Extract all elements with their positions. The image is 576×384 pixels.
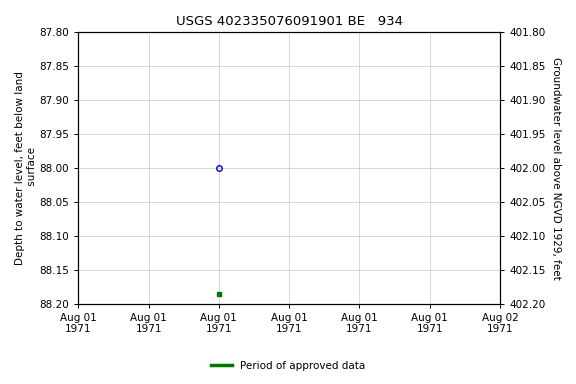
Y-axis label: Depth to water level, feet below land
 surface: Depth to water level, feet below land su…	[15, 71, 37, 265]
Y-axis label: Groundwater level above NGVD 1929, feet: Groundwater level above NGVD 1929, feet	[551, 56, 561, 279]
Legend: Period of approved data: Period of approved data	[207, 357, 369, 375]
Title: USGS 402335076091901 BE   934: USGS 402335076091901 BE 934	[176, 15, 403, 28]
